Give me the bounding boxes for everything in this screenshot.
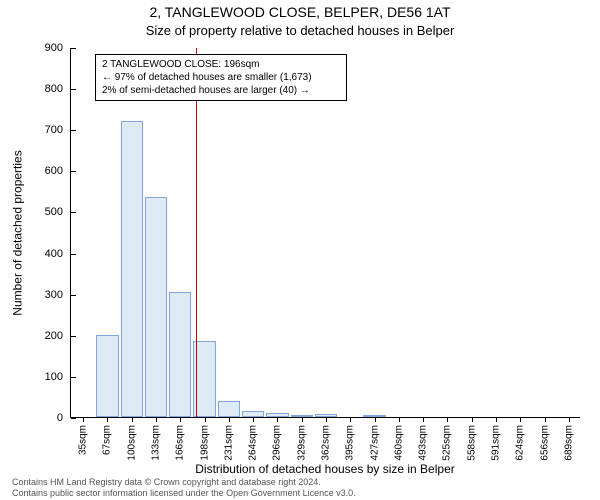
x-tick [375,417,376,422]
x-tick-label: 133sqm [151,425,162,461]
x-tick-label: 624sqm [515,425,526,461]
histogram-bar [218,401,240,417]
x-tick [326,417,327,422]
x-tick-label: 198sqm [199,425,210,461]
x-tick-label: 427sqm [369,425,380,461]
y-tick-label: 600 [45,165,63,177]
y-tick: 900 [71,48,76,49]
footer-line-2: Contains public sector information licen… [12,488,356,498]
y-tick-label: 100 [45,371,63,383]
x-tick-label: 460sqm [393,425,404,461]
y-tick: 0 [71,418,76,419]
x-tick [496,417,497,422]
chart-title: 2, TANGLEWOOD CLOSE, BELPER, DE56 1AT [0,4,600,20]
y-tick-label: 400 [45,248,63,260]
x-tick [350,417,351,422]
x-tick [83,417,84,422]
x-tick [545,417,546,422]
y-tick-label: 500 [45,206,63,218]
footer-line-1: Contains HM Land Registry data © Crown c… [12,477,356,487]
annotation-box: 2 TANGLEWOOD CLOSE: 196sqm← 97% of detac… [95,54,347,101]
x-tick [472,417,473,422]
x-tick [180,417,181,422]
x-tick-label: 558sqm [466,425,477,461]
histogram-bar [121,121,143,417]
x-tick [132,417,133,422]
y-tick-label: 700 [45,124,63,136]
property-marker-line [196,48,197,417]
x-tick [107,417,108,422]
x-tick-label: 329sqm [296,425,307,461]
x-tick-label: 296sqm [272,425,283,461]
x-tick-label: 67sqm [102,425,113,455]
x-tick [302,417,303,422]
x-tick-label: 591sqm [491,425,502,461]
y-tick-label: 200 [45,330,63,342]
x-axis-label: Distribution of detached houses by size … [70,462,580,476]
x-tick [520,417,521,422]
x-tick [156,417,157,422]
histogram-bar [96,335,118,417]
y-tick: 200 [71,336,76,337]
footer-attribution: Contains HM Land Registry data © Crown c… [12,477,356,498]
y-tick-label: 800 [45,83,63,95]
x-tick-label: 264sqm [248,425,259,461]
x-tick [253,417,254,422]
annotation-line: 2 TANGLEWOOD CLOSE: 196sqm [102,58,340,71]
y-tick: 600 [71,171,76,172]
annotation-line: ← 97% of detached houses are smaller (1,… [102,71,340,84]
y-tick: 500 [71,212,76,213]
y-tick: 400 [71,254,76,255]
y-tick: 300 [71,295,76,296]
x-tick-label: 166sqm [175,425,186,461]
chart-subtitle: Size of property relative to detached ho… [0,23,600,38]
x-tick [277,417,278,422]
y-tick: 100 [71,377,76,378]
chart-container: 2, TANGLEWOOD CLOSE, BELPER, DE56 1AT Si… [0,0,600,500]
x-tick-label: 100sqm [126,425,137,461]
y-axis-label: Number of detached properties [10,48,26,418]
y-tick-label: 300 [45,289,63,301]
y-tick: 800 [71,89,76,90]
y-tick-label: 0 [57,412,63,424]
x-tick-label: 362sqm [321,425,332,461]
x-tick [205,417,206,422]
histogram-bar [169,292,191,417]
y-tick-label: 900 [45,42,63,54]
annotation-line: 2% of semi-detached houses are larger (4… [102,84,340,97]
x-tick [399,417,400,422]
x-tick-label: 35sqm [78,425,89,455]
x-tick-label: 395sqm [345,425,356,461]
x-tick [423,417,424,422]
x-tick-label: 231sqm [223,425,234,461]
plot-area: 010020030040050060070080090035sqm67sqm10… [70,48,580,418]
x-tick-label: 656sqm [539,425,550,461]
x-tick [229,417,230,422]
y-tick: 700 [71,130,76,131]
bars-layer [71,47,581,417]
x-tick-label: 525sqm [442,425,453,461]
x-tick-label: 689sqm [563,425,574,461]
histogram-bar [145,197,167,417]
x-tick [569,417,570,422]
x-tick-label: 493sqm [418,425,429,461]
x-tick [447,417,448,422]
